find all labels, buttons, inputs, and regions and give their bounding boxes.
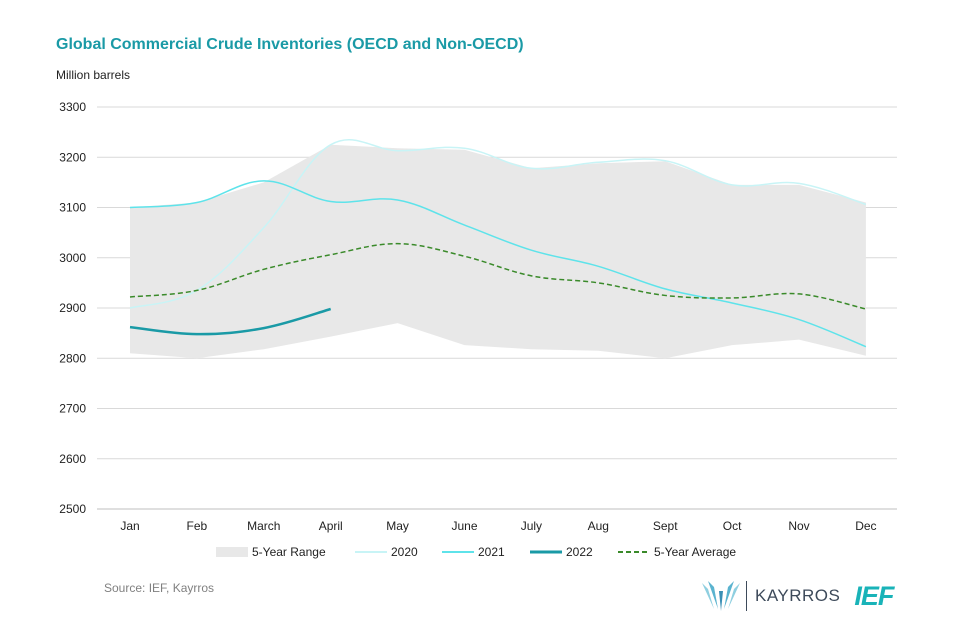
x-tick-label: May [386, 519, 409, 533]
y-tick-label: 2800 [59, 351, 86, 365]
logo-group: KAYRROS IEF [700, 578, 894, 614]
x-tick-label: Feb [187, 519, 208, 533]
y-tick-label: 2600 [59, 452, 86, 466]
x-tick-label: Oct [723, 519, 742, 533]
x-tick-label: Dec [855, 519, 876, 533]
kayrros-logo: KAYRROS [755, 586, 841, 605]
x-tick-label: March [247, 519, 280, 533]
x-tick-label: July [521, 519, 542, 533]
legend-label-2022: 2022 [566, 545, 593, 559]
x-tick-label: June [451, 519, 477, 533]
y-tick-label: 3300 [59, 100, 86, 114]
y-axis-unit-label: Million barrels [56, 68, 131, 82]
kayrros-logo-icon [702, 581, 740, 611]
series-line-2020 [129, 139, 867, 309]
y-tick-label: 2900 [59, 301, 86, 315]
ief-logo: IEF [854, 580, 894, 611]
x-tick-label: Aug [588, 519, 609, 533]
legend-label-5-year-average: 5-Year Average [654, 545, 736, 559]
legend-label-5-year-range: 5-Year Range [252, 545, 326, 559]
legend-label-2020: 2020 [391, 545, 418, 559]
range-band-5-year [130, 144, 866, 359]
source-note: Source: IEF, Kayrros [104, 581, 215, 595]
legend-label-2021: 2021 [478, 545, 505, 559]
legend-swatch-5-year-range [216, 547, 248, 557]
y-tick-label: 3000 [59, 251, 86, 265]
y-tick-label: 2700 [59, 402, 86, 416]
logo-divider [746, 581, 747, 611]
series-line-2022 [129, 307, 332, 336]
x-tick-label: Nov [788, 519, 809, 533]
x-tick-label: Sept [653, 519, 678, 533]
x-tick-label: April [319, 519, 343, 533]
x-tick-label: Jan [120, 519, 139, 533]
y-tick-label: 3100 [59, 201, 86, 215]
series-line-5-year-average [129, 242, 867, 310]
series-line-2021 [129, 180, 867, 348]
y-tick-label: 2500 [59, 502, 86, 516]
chart-title: Global Commercial Crude Inventories (OEC… [56, 36, 524, 53]
y-tick-label: 3200 [59, 150, 86, 164]
